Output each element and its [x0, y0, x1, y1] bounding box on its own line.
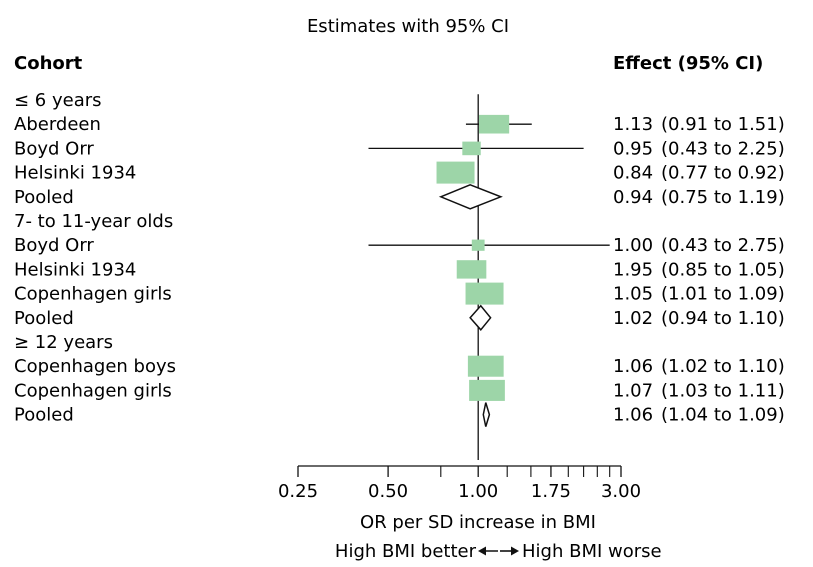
x-tick-label: 1.75 [531, 481, 571, 502]
cohort-label: Copenhagen girls [14, 380, 172, 401]
confidence-interval-text: (0.94 to 1.10) [661, 308, 785, 329]
effect-value: 1.06 [613, 356, 653, 377]
cohort-label: Helsinki 1934 [14, 259, 136, 280]
cohort-label: Helsinki 1934 [14, 163, 136, 184]
estimate-marker [479, 114, 510, 134]
estimate-marker [469, 379, 505, 401]
effect-value: 0.84 [613, 163, 653, 184]
x-tick-label: 0.25 [278, 481, 318, 502]
cohort-label: Aberdeen [14, 114, 101, 135]
effect-value: 1.95 [613, 259, 653, 280]
confidence-interval-text: (0.75 to 1.19) [661, 187, 785, 208]
study-row: Boyd Orr 1.00 (0.43 to 2.75) [14, 235, 785, 256]
subgroup-header-row: 7- to 11-year olds [14, 211, 173, 232]
subgroup-label: ≥ 12 years [14, 332, 113, 353]
x-axis-label: OR per SD increase in BMI [360, 512, 596, 533]
cohort-label: Boyd Orr [14, 138, 94, 159]
arrow-right-head-icon [511, 546, 519, 556]
effect-value: 1.02 [613, 308, 653, 329]
cohort-label: Copenhagen girls [14, 284, 172, 305]
pooled-row: Pooled 1.06 (1.04 to 1.09) [14, 402, 785, 427]
x-tick-label: 3.00 [601, 481, 641, 502]
study-row: Aberdeen 1.13 (0.91 to 1.51) [14, 114, 785, 135]
x-tick-label: 1.00 [458, 481, 498, 502]
confidence-interval-text: (0.85 to 1.05) [661, 259, 785, 280]
confidence-interval-text: (1.02 to 1.10) [661, 356, 785, 377]
estimate-marker [436, 161, 475, 184]
study-row: Copenhagen girls 1.05 (1.01 to 1.09) [14, 282, 785, 305]
arrow-left-head-icon [478, 546, 486, 556]
study-row: Helsinki 1934 1.95 (0.85 to 1.05) [14, 259, 785, 280]
x-axis: 0.25 0.50 1.00 1.75 3.00 [278, 465, 641, 502]
estimate-marker [462, 141, 481, 156]
confidence-interval-text: (1.04 to 1.09) [661, 405, 785, 426]
chart-title: Estimates with 95% CI [307, 16, 509, 37]
subgroup-header-row: ≤ 6 years [14, 90, 102, 111]
effect-column-header: Effect (95% CI) [613, 53, 763, 74]
pooled-row: Pooled 1.02 (0.94 to 1.10) [14, 304, 785, 331]
effect-value: 1.13 [613, 114, 653, 135]
study-row: Copenhagen girls 1.07 (1.03 to 1.11) [14, 379, 785, 401]
estimate-marker [471, 239, 485, 251]
confidence-interval-text: (0.77 to 0.92) [661, 163, 785, 184]
estimate-marker [456, 260, 487, 279]
direction-note: High BMI better High BMI worse [335, 541, 662, 562]
effect-value: 1.07 [613, 380, 653, 401]
effect-value: 1.05 [613, 284, 653, 305]
confidence-interval-text: (1.01 to 1.09) [661, 284, 785, 305]
cohort-column-header: Cohort [14, 53, 83, 74]
study-row: Boyd Orr 0.95 (0.43 to 2.25) [14, 138, 785, 159]
pooled-estimate-diamond [438, 183, 503, 210]
effect-value: 1.06 [613, 405, 653, 426]
pooled-estimate-diamond [482, 402, 491, 427]
cohort-label: Pooled [14, 308, 74, 329]
effect-value: 1.00 [613, 235, 653, 256]
confidence-interval-text: (0.43 to 2.75) [661, 235, 785, 256]
direction-note-right: High BMI worse [522, 541, 662, 562]
study-row: Copenhagen boys 1.06 (1.02 to 1.10) [14, 355, 785, 377]
confidence-interval-text: (0.91 to 1.51) [661, 114, 785, 135]
estimate-marker [465, 282, 504, 305]
cohort-label: Boyd Orr [14, 235, 94, 256]
forest-rows: ≤ 6 years Aberdeen 1.13 (0.91 to 1.51) Boyd … [14, 90, 785, 460]
confidence-interval-text: (0.43 to 2.25) [661, 138, 785, 159]
confidence-interval-text: (1.03 to 1.11) [661, 380, 785, 401]
pooled-estimate-diamond [469, 304, 492, 331]
pooled-row: Pooled 0.94 (0.75 to 1.19) [14, 183, 785, 210]
direction-note-left: High BMI better [335, 541, 477, 562]
effect-value: 0.95 [613, 138, 653, 159]
subgroup-header-row: ≥ 12 years [14, 332, 113, 353]
study-row: Helsinki 1934 0.84 (0.77 to 0.92) [14, 161, 785, 184]
effect-value: 0.94 [613, 187, 653, 208]
cohort-label: Pooled [14, 187, 74, 208]
subgroup-label: 7- to 11-year olds [14, 211, 173, 232]
x-tick-label: 0.50 [368, 481, 408, 502]
cohort-label: Pooled [14, 405, 74, 426]
subgroup-label: ≤ 6 years [14, 90, 102, 111]
estimate-marker [467, 355, 504, 377]
cohort-label: Copenhagen boys [14, 356, 176, 377]
